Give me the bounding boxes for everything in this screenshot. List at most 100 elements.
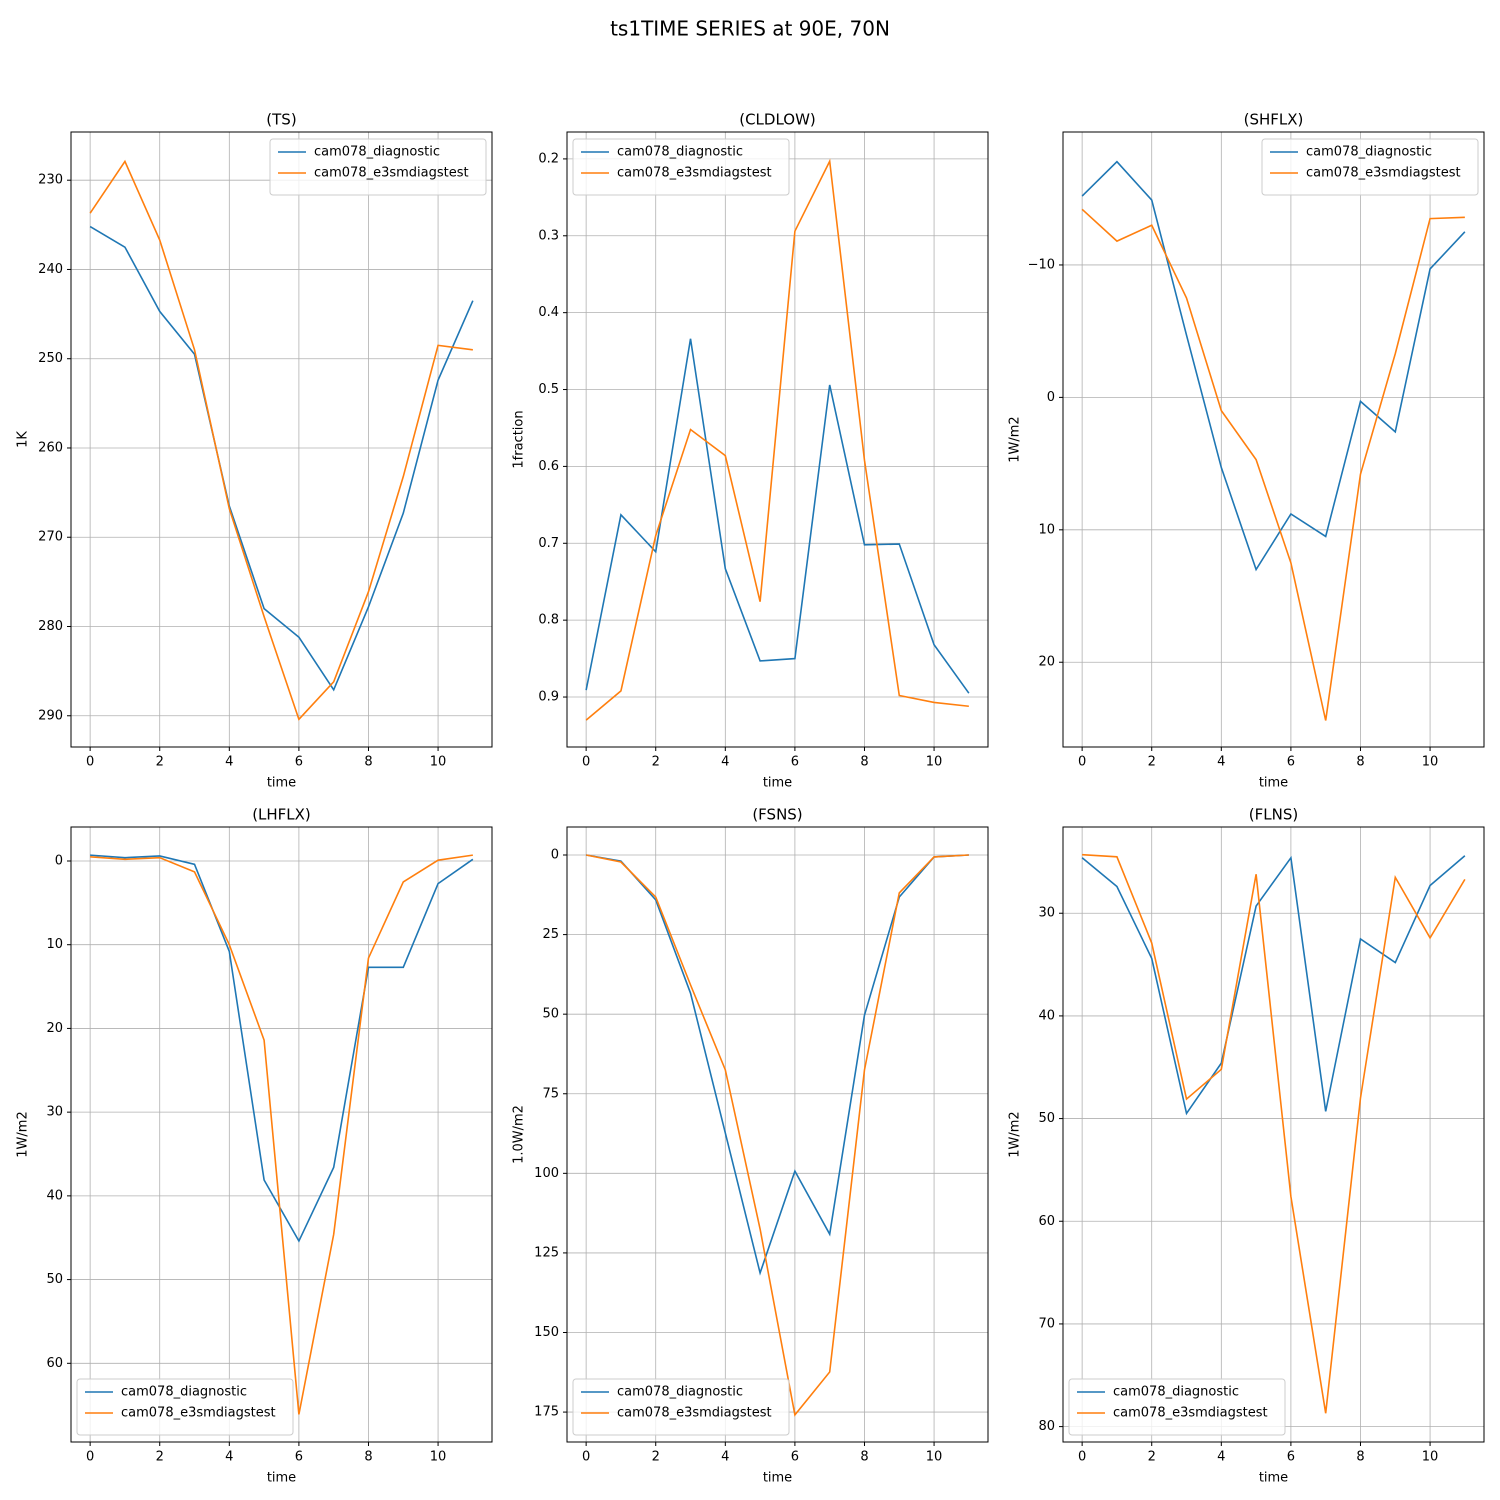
series-line [89, 159, 473, 721]
series-line [585, 854, 969, 1417]
plot-frame [70, 826, 493, 1443]
series-line [90, 854, 474, 1243]
series-line [89, 225, 474, 692]
panel-title: (CLDLOW) [739, 111, 816, 129]
y-tick-label: 270 [38, 530, 63, 545]
figure-title: ts1TIME SERIES at 90E, 70N [610, 17, 890, 41]
x-axis-label: time [267, 776, 296, 791]
legend-label: cam078_diagnostic [1306, 145, 1432, 160]
x-axis-label: time [763, 1471, 792, 1486]
legend-box [1261, 138, 1479, 196]
y-tick-label: 0.5 [538, 382, 559, 397]
y-tick-label: 280 [38, 619, 63, 634]
y-tick-label: 100 [534, 1166, 559, 1181]
y-axis-label: 1W/m2 [1008, 1111, 1023, 1157]
x-tick-label: 8 [860, 755, 868, 770]
y-axis-label: 1W/m2 [1008, 416, 1023, 462]
y-tick-label: 25 [542, 927, 559, 942]
plot-frame [70, 131, 493, 748]
x-tick-label: 2 [156, 1450, 164, 1465]
y-tick-label: 150 [534, 1325, 559, 1340]
y-tick-label: 0 [1047, 390, 1055, 405]
series-line [90, 854, 473, 1415]
y-tick-label: 60 [1038, 1214, 1055, 1229]
series-line [1081, 208, 1465, 721]
x-tick-label: 6 [791, 755, 799, 770]
y-tick-label: 0 [55, 853, 63, 868]
plot-frame [1062, 826, 1485, 1443]
y-tick-label: 0.8 [538, 613, 559, 628]
y-tick-label: 20 [1038, 655, 1055, 670]
y-tick-label: 0.6 [538, 459, 559, 474]
y-tick-label: 30 [46, 1105, 63, 1120]
y-tick-label: 290 [38, 708, 63, 723]
x-tick-label: 6 [1287, 755, 1295, 770]
legend-label: cam078_diagnostic [314, 145, 440, 160]
x-tick-label: 4 [1217, 755, 1225, 770]
y-tick-label: 240 [38, 262, 63, 277]
x-tick-label: 2 [1148, 1450, 1156, 1465]
x-tick-label: 2 [652, 755, 660, 770]
y-tick-label: 20 [46, 1021, 63, 1036]
x-tick-label: 6 [295, 755, 303, 770]
x-axis-label: time [763, 776, 792, 791]
legend-label: cam078_diagnostic [1113, 1385, 1239, 1400]
plot-frame [1062, 131, 1485, 748]
y-tick-label: 30 [1038, 906, 1055, 921]
x-tick-label: 4 [721, 1450, 729, 1465]
y-tick-label: 80 [1038, 1419, 1055, 1434]
x-axis-label: time [1259, 1471, 1288, 1486]
x-tick-label: 0 [582, 1450, 590, 1465]
legend-label: cam078_diagnostic [617, 145, 743, 160]
x-tick-label: 6 [1287, 1450, 1295, 1465]
y-tick-label: 0.7 [538, 536, 559, 551]
x-tick-label: 10 [1422, 755, 1439, 770]
legend-label: cam078_e3smdiagstest [1113, 1406, 1268, 1421]
x-tick-label: 0 [1078, 1450, 1086, 1465]
legend-label: cam078_e3smdiagstest [617, 166, 772, 181]
y-axis-label: 1W/m2 [16, 1111, 31, 1157]
x-tick-label: 2 [156, 755, 164, 770]
x-tick-label: 4 [225, 1450, 233, 1465]
y-tick-label: 260 [38, 440, 63, 455]
x-tick-label: 4 [225, 755, 233, 770]
x-tick-label: 0 [86, 755, 94, 770]
legend-label: cam078_diagnostic [617, 1385, 743, 1400]
y-tick-label: 50 [46, 1272, 63, 1287]
y-tick-label: 10 [1038, 522, 1055, 537]
plot-frame [566, 131, 989, 748]
y-axis-label: 1.0W/m2 [512, 1105, 527, 1164]
series-line [585, 158, 969, 721]
y-tick-label: 175 [534, 1405, 559, 1420]
x-tick-label: 8 [364, 755, 372, 770]
series-line [586, 854, 969, 1276]
x-tick-label: 4 [721, 755, 729, 770]
series-line [1082, 853, 1466, 1414]
y-tick-label: 0 [551, 848, 559, 863]
legend-box [572, 138, 790, 196]
series-line [1081, 160, 1466, 572]
y-tick-label: 10 [46, 937, 63, 952]
panel-title: (LHFLX) [252, 806, 311, 824]
panel-title: (FSNS) [752, 806, 802, 824]
x-tick-label: 6 [295, 1450, 303, 1465]
x-tick-label: 8 [1356, 1450, 1364, 1465]
y-tick-label: 230 [38, 173, 63, 188]
panel-title: (FLNS) [1249, 806, 1298, 824]
x-tick-label: 10 [430, 755, 447, 770]
y-tick-label: 0.4 [538, 305, 559, 320]
series-line [585, 338, 970, 694]
y-tick-label: 75 [542, 1086, 559, 1101]
y-tick-label: 70 [1038, 1316, 1055, 1331]
legend-box [76, 1378, 294, 1436]
x-tick-label: 6 [791, 1450, 799, 1465]
y-tick-label: 50 [1038, 1111, 1055, 1126]
y-tick-label: 40 [46, 1188, 63, 1203]
y-tick-label: 0.3 [538, 228, 559, 243]
plot-frame [566, 826, 989, 1443]
y-axis-label: 1K [16, 431, 31, 448]
series-line [1081, 855, 1466, 1116]
y-tick-label: 50 [542, 1007, 559, 1022]
